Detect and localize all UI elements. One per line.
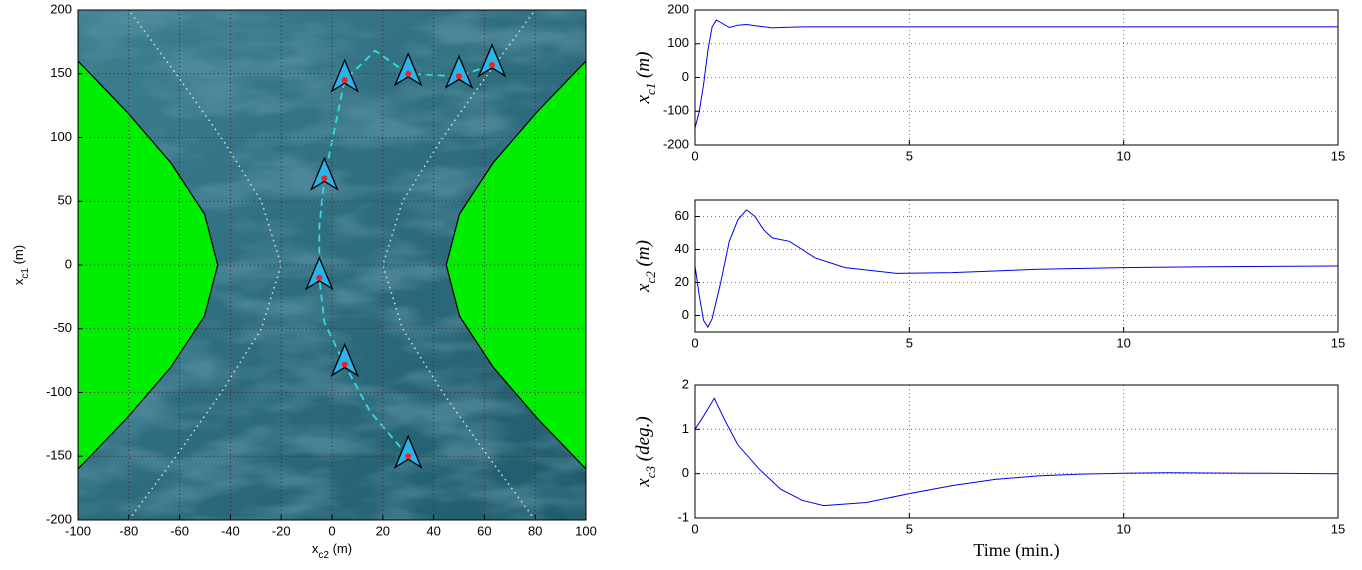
x-tick-label: 10	[1116, 521, 1130, 536]
y-axis-label-part: c3	[643, 465, 658, 478]
ship-position	[341, 77, 348, 84]
x-tick-label: 15	[1331, 148, 1345, 163]
x-tick-label: -60	[170, 523, 189, 538]
x-tick-label: 10	[1116, 335, 1130, 350]
y-axis-label-part: (m)	[633, 240, 654, 271]
x-tick-label: 0	[328, 523, 335, 538]
y-tick-label: 1	[682, 421, 689, 436]
y-tick-label: -150	[46, 448, 72, 463]
y-tick-label: -200	[663, 136, 689, 151]
x-axis-label-part: c2	[318, 550, 329, 561]
y-tick-label: -100	[663, 103, 689, 118]
y-axis-label: xc1 (m)	[633, 52, 658, 105]
axes-frame	[694, 384, 1339, 519]
y-axis-label: xc2 (m)	[633, 240, 658, 293]
y-axis-label-part: c1	[20, 268, 31, 279]
ship-position	[405, 70, 412, 77]
axes-frame	[694, 199, 1339, 333]
y-tick-label: 200	[667, 1, 689, 16]
y-tick-label: 0	[682, 307, 689, 322]
y-tick-label: -50	[53, 320, 72, 335]
x-tick-label: 15	[1331, 521, 1345, 536]
x-tick-label: 15	[1331, 335, 1345, 350]
y-axis-label-part: x	[633, 478, 654, 488]
y-tick-label: 2	[682, 376, 689, 391]
y-tick-label: 0	[65, 256, 72, 271]
x-tick-label: 10	[1116, 148, 1130, 163]
x-tick-label: -100	[65, 523, 91, 538]
y-tick-label: 100	[50, 129, 72, 144]
y-axis-label-part: x	[633, 283, 654, 293]
x-tick-label: 0	[691, 335, 698, 350]
x-tick-label: 5	[906, 335, 913, 350]
y-tick-label: 50	[58, 193, 72, 208]
ship-position	[321, 175, 328, 182]
y-axis-label: xc3 (deg.)	[633, 416, 658, 487]
x-axis-label-part: x	[312, 541, 319, 556]
y-tick-label: 0	[682, 465, 689, 480]
x-tick-label: 0	[691, 148, 698, 163]
y-tick-label: 0	[682, 69, 689, 84]
y-tick-label: 60	[675, 208, 689, 223]
y-tick-label: 200	[50, 1, 72, 16]
ship-position	[316, 274, 323, 281]
x-axis-label-part: (m)	[329, 541, 352, 556]
x-axis-label: xc2 (m)	[312, 541, 352, 561]
axes-frame	[694, 9, 1339, 146]
y-axis-label-part: x	[633, 94, 654, 104]
y-axis-label-part: x	[11, 278, 26, 285]
x-tick-label: -20	[272, 523, 291, 538]
plot-area	[694, 19, 1338, 129]
y-tick-label: 100	[667, 35, 689, 50]
x-tick-label: 40	[426, 523, 440, 538]
series-line	[694, 19, 1338, 129]
series-line	[694, 209, 1339, 329]
x-tick-label: 20	[376, 523, 390, 538]
axes-frame	[77, 9, 587, 521]
series-line	[694, 397, 1339, 507]
y-tick-label: 20	[675, 274, 689, 289]
x-tick-label: 80	[528, 523, 542, 538]
plot-area	[694, 209, 1339, 329]
x-tick-label: -80	[119, 523, 138, 538]
y-axis-label-part: (m)	[11, 245, 26, 268]
ship-position	[341, 361, 348, 368]
y-axis-label-part: c1	[643, 83, 658, 95]
ship-position	[456, 73, 462, 80]
x-tick-label: 60	[477, 523, 491, 538]
y-axis-label-part: c2	[643, 271, 658, 284]
y-tick-label: -100	[46, 384, 72, 399]
y-axis-label-part: (deg.)	[633, 416, 654, 466]
x-tick-label: -40	[221, 523, 240, 538]
guide-curve	[128, 10, 282, 520]
x-tick-label: 100	[575, 523, 597, 538]
y-axis-label-part: (m)	[633, 52, 654, 83]
x-tick-label: 0	[691, 521, 698, 536]
x-axis-label: Time (min.)	[973, 540, 1059, 561]
ship-position	[489, 61, 496, 68]
x-tick-label: 5	[906, 148, 913, 163]
y-tick-label: 40	[675, 241, 689, 256]
guide-curve	[382, 10, 536, 520]
y-tick-label: -200	[46, 511, 72, 526]
constraint-region	[78, 60, 219, 470]
ship-position	[405, 453, 412, 460]
y-axis-label: xc1 (m)	[11, 245, 31, 285]
y-tick-label: -1	[677, 509, 689, 524]
y-tick-label: 150	[50, 65, 72, 80]
plot-area	[694, 397, 1339, 507]
x-tick-label: 5	[906, 521, 913, 536]
